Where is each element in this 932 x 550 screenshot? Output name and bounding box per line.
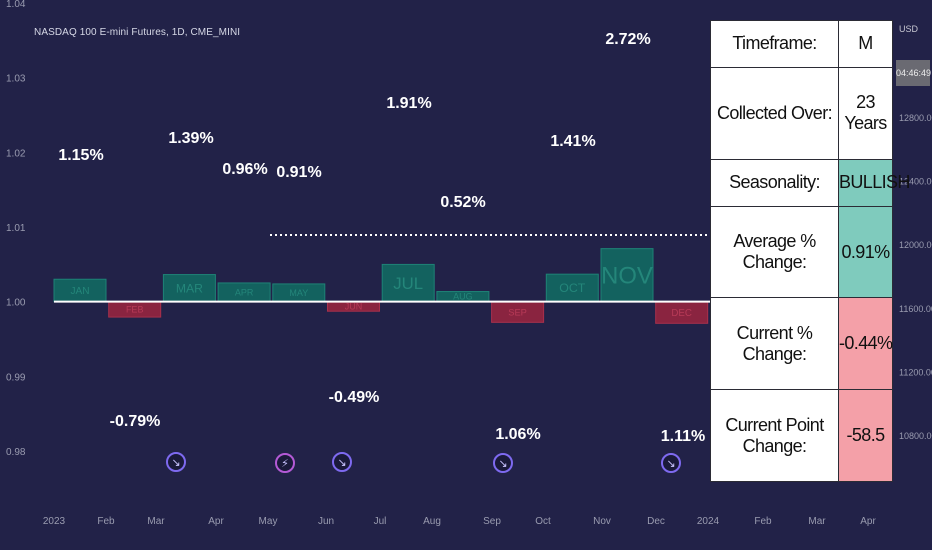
arrow-event-icon — [661, 453, 681, 473]
arrow-event-icon — [493, 453, 513, 473]
month-bar-label: OCT — [559, 281, 586, 295]
price-tick-label: 12800.00 — [899, 113, 932, 123]
stats-label: Current % Change: — [710, 297, 839, 391]
x-tick-label: Apr — [208, 516, 224, 527]
arrow-event-glyph: ↘ — [171, 456, 180, 469]
seasonality-stats-table: Timeframe: M Collected Over: 23 Years Season… — [710, 20, 910, 482]
stats-label: Current Point Change: — [710, 389, 839, 482]
value-label: 0.96% — [222, 161, 267, 178]
value-label: 0.91% — [276, 164, 321, 181]
symbol-title: NASDAQ 100 E-mini Futures, 1D, CME_MINI — [34, 27, 241, 38]
x-tick-label: Mar — [147, 516, 165, 527]
price-tick-label: 12400.00 — [899, 177, 932, 187]
arrow-event-glyph: ↘ — [337, 456, 346, 469]
price-tick-label: 11200.00 — [899, 367, 932, 377]
x-tick-label: Dec — [647, 516, 665, 527]
bolt-event-icon — [275, 453, 295, 473]
value-label: 1.06% — [495, 426, 540, 443]
month-bar — [545, 273, 599, 303]
stats-row: Timeframe: M — [710, 20, 893, 68]
stats-value: -58.5 — [838, 389, 893, 482]
month-bar-label: JUN — [345, 302, 363, 312]
y-tick-label: 1.03 — [6, 74, 26, 85]
x-tick-label: Jul — [374, 516, 387, 527]
x-tick-label: Nov — [593, 516, 611, 527]
y-tick-label: 0.99 — [6, 372, 26, 383]
value-label: 0.52% — [440, 194, 485, 211]
countdown-badge: 04:46:49 — [896, 60, 931, 86]
stats-row: Current Point Change: -58.5 — [710, 389, 893, 482]
y-tick-label: 0.98 — [6, 447, 26, 458]
stats-row: Average % Change: 0.91% — [710, 205, 893, 299]
currency-label: USD — [899, 24, 919, 34]
stats-value: BULLISH — [838, 158, 910, 207]
y-tick-label: 1.02 — [6, 148, 26, 159]
arrow-event-glyph: ↘ — [666, 457, 675, 470]
month-bar-label: APR — [235, 287, 254, 297]
x-tick-label: Feb — [97, 516, 115, 527]
x-tick-label: Jun — [318, 516, 334, 527]
x-tick-label: Apr — [860, 516, 876, 527]
bolt-event-glyph: ⚡ — [281, 457, 289, 470]
x-tick-label: 2023 — [43, 516, 66, 527]
stats-label: Timeframe: — [710, 20, 839, 68]
arrow-event-icon — [166, 452, 186, 472]
value-label: -0.79% — [110, 413, 161, 430]
stats-label: Average % Change: — [710, 205, 839, 299]
month-bar-label: MAY — [289, 288, 308, 298]
month-bar-label: FEB — [126, 305, 144, 315]
month-bar-label: SEP — [508, 307, 527, 317]
month-bar-label: NOV — [601, 263, 653, 290]
x-tick-label: Feb — [754, 516, 772, 527]
x-tick-label: Mar — [808, 516, 826, 527]
month-bar-label: AUG — [453, 292, 473, 302]
x-tick-label: Oct — [535, 516, 551, 527]
stats-value: -0.44% — [838, 297, 893, 391]
x-tick-label: Sep — [483, 516, 501, 527]
price-tick-label: 11600.00 — [899, 304, 932, 314]
month-bar — [600, 248, 654, 303]
x-tick-label: May — [259, 516, 278, 527]
value-label: 1.15% — [58, 147, 103, 164]
month-bar-label: JUL — [393, 274, 423, 293]
stats-value: 0.91% — [838, 205, 893, 299]
month-bar-label: JAN — [70, 286, 89, 297]
y-tick-label: 1.04 — [6, 0, 26, 10]
arrow-event-glyph: ↘ — [498, 457, 507, 470]
x-tick-label: 2024 — [697, 516, 720, 527]
stats-value: 23 Years — [838, 66, 893, 160]
month-bar — [162, 274, 216, 303]
value-label: 1.11% — [661, 428, 705, 445]
value-label: 1.41% — [550, 133, 595, 150]
month-bar — [381, 263, 435, 303]
price-tick-label: 12000.00 — [899, 240, 932, 250]
y-tick-label: 1.01 — [6, 223, 26, 234]
stats-row: Current % Change: -0.44% — [710, 297, 893, 391]
value-label: 2.72% — [605, 31, 650, 48]
price-tick-label: 10800.00 — [899, 431, 932, 441]
stats-row: Seasonality: BULLISH — [710, 158, 910, 207]
stats-label: Seasonality: — [710, 158, 839, 207]
x-tick-label: Aug — [423, 516, 441, 527]
stats-label: Collected Over: — [710, 66, 839, 160]
month-bar-label: MAR — [176, 281, 203, 295]
stats-row: Collected Over: 23 Years — [710, 66, 893, 160]
value-label: 1.91% — [386, 95, 431, 112]
value-label: 1.39% — [168, 130, 213, 147]
stats-value: M — [838, 20, 893, 68]
value-label: -0.49% — [329, 389, 380, 406]
y-tick-label: 1.00 — [6, 298, 26, 309]
month-bar-label: DEC — [671, 308, 692, 319]
arrow-event-icon — [332, 452, 352, 472]
